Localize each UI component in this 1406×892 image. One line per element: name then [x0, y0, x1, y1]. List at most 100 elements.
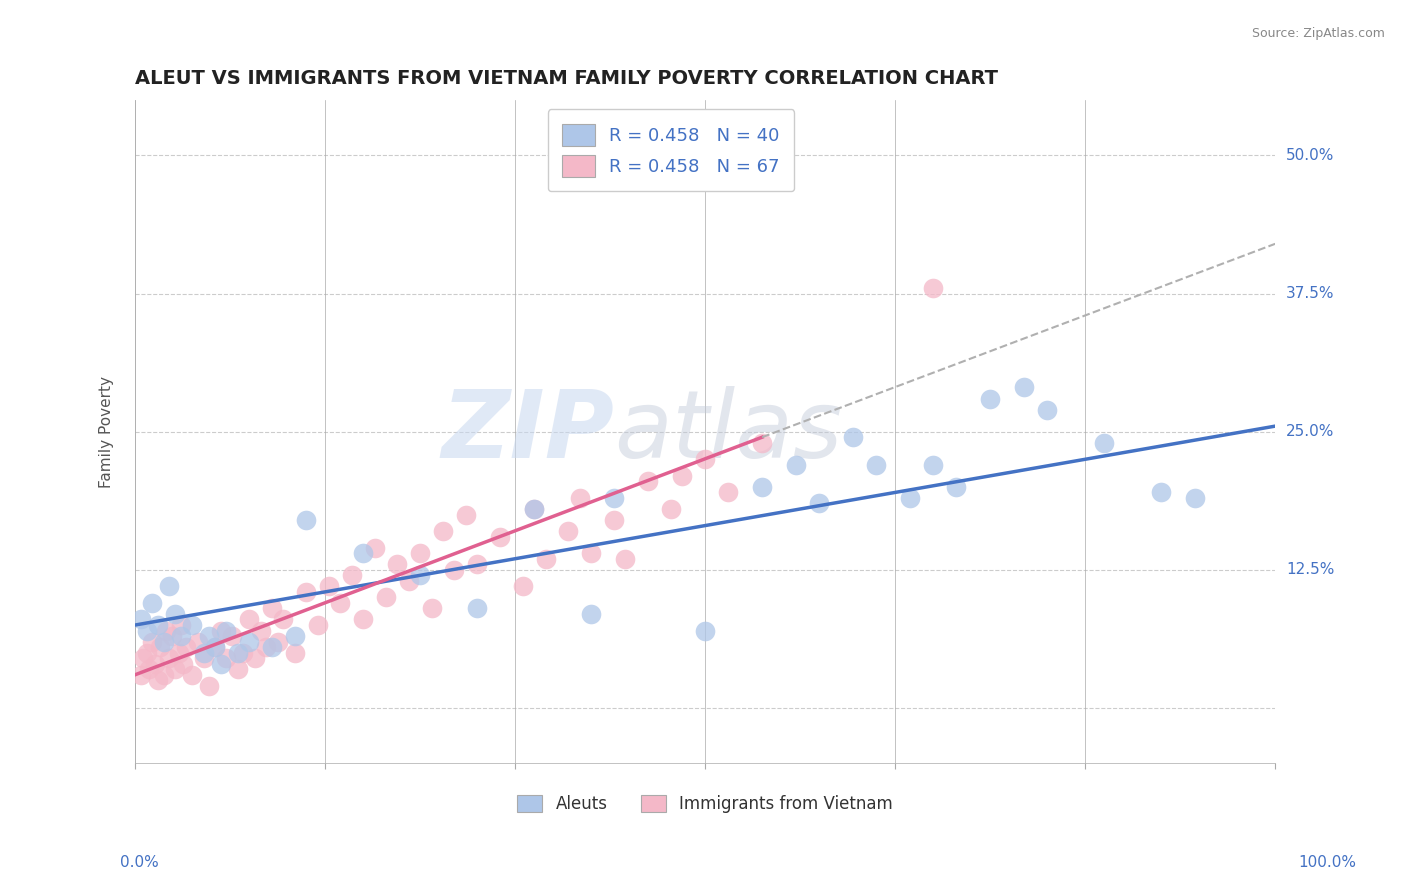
Point	[523, 502, 546, 516]
Point	[129, 667, 152, 681]
Point	[489, 530, 512, 544]
Point	[238, 612, 260, 626]
Point	[329, 596, 352, 610]
Point	[146, 673, 169, 688]
Point	[603, 513, 626, 527]
Point	[1036, 402, 1059, 417]
Point	[717, 485, 740, 500]
Point	[671, 468, 693, 483]
Point	[152, 667, 174, 681]
Point	[557, 524, 579, 538]
Point	[209, 657, 232, 671]
Text: 50.0%: 50.0%	[1286, 148, 1334, 163]
Point	[465, 558, 488, 572]
Point	[129, 612, 152, 626]
Point	[409, 546, 432, 560]
Point	[181, 667, 204, 681]
Point	[751, 480, 773, 494]
Point	[157, 651, 180, 665]
Point	[512, 579, 534, 593]
Point	[198, 679, 221, 693]
Point	[579, 546, 602, 560]
Point	[146, 618, 169, 632]
Point	[922, 458, 945, 472]
Text: ALEUT VS IMMIGRANTS FROM VIETNAM FAMILY POVERTY CORRELATION CHART: ALEUT VS IMMIGRANTS FROM VIETNAM FAMILY …	[135, 69, 998, 87]
Text: ZIP: ZIP	[441, 385, 614, 477]
Point	[204, 640, 226, 654]
Point	[155, 624, 177, 638]
Point	[273, 612, 295, 626]
Point	[1092, 435, 1115, 450]
Text: 0.0%: 0.0%	[120, 855, 159, 870]
Point	[579, 607, 602, 621]
Point	[149, 640, 172, 654]
Point	[340, 568, 363, 582]
Point	[534, 551, 557, 566]
Point	[160, 629, 183, 643]
Legend: Aleuts, Immigrants from Vietnam: Aleuts, Immigrants from Vietnam	[509, 786, 901, 822]
Text: Source: ZipAtlas.com: Source: ZipAtlas.com	[1251, 27, 1385, 40]
Point	[138, 662, 160, 676]
Point	[614, 551, 637, 566]
Point	[352, 612, 374, 626]
Point	[375, 591, 398, 605]
Point	[152, 634, 174, 648]
Point	[295, 513, 318, 527]
Point	[420, 601, 443, 615]
Point	[1150, 485, 1173, 500]
Point	[295, 585, 318, 599]
Point	[157, 579, 180, 593]
Point	[454, 508, 477, 522]
Point	[603, 491, 626, 505]
Text: atlas: atlas	[614, 386, 842, 477]
Point	[170, 618, 193, 632]
Point	[238, 634, 260, 648]
Point	[135, 646, 157, 660]
Text: 25.0%: 25.0%	[1286, 425, 1334, 439]
Point	[204, 640, 226, 654]
Point	[193, 646, 215, 660]
Point	[187, 634, 209, 648]
Point	[172, 657, 194, 671]
Point	[176, 640, 198, 654]
Point	[387, 558, 409, 572]
Point	[221, 629, 243, 643]
Point	[785, 458, 807, 472]
Point	[398, 574, 420, 588]
Point	[637, 475, 659, 489]
Point	[132, 651, 155, 665]
Point	[141, 596, 163, 610]
Point	[284, 646, 307, 660]
Point	[165, 662, 187, 676]
Point	[808, 496, 831, 510]
Point	[254, 640, 277, 654]
Point	[1184, 491, 1206, 505]
Point	[243, 651, 266, 665]
Point	[352, 546, 374, 560]
Point	[284, 629, 307, 643]
Point	[249, 624, 271, 638]
Point	[209, 624, 232, 638]
Point	[865, 458, 887, 472]
Point	[363, 541, 385, 555]
Point	[523, 502, 546, 516]
Point	[695, 624, 717, 638]
Point	[307, 618, 329, 632]
Point	[842, 430, 865, 444]
Point	[898, 491, 921, 505]
Point	[945, 480, 967, 494]
Point	[165, 607, 187, 621]
Point	[409, 568, 432, 582]
Point	[659, 502, 682, 516]
Text: 37.5%: 37.5%	[1286, 286, 1334, 301]
Point	[170, 629, 193, 643]
Point	[193, 651, 215, 665]
Y-axis label: Family Poverty: Family Poverty	[100, 376, 114, 488]
Point	[260, 601, 283, 615]
Point	[443, 563, 465, 577]
Text: 100.0%: 100.0%	[1299, 855, 1357, 870]
Point	[226, 662, 249, 676]
Point	[141, 634, 163, 648]
Point	[143, 657, 166, 671]
Point	[465, 601, 488, 615]
